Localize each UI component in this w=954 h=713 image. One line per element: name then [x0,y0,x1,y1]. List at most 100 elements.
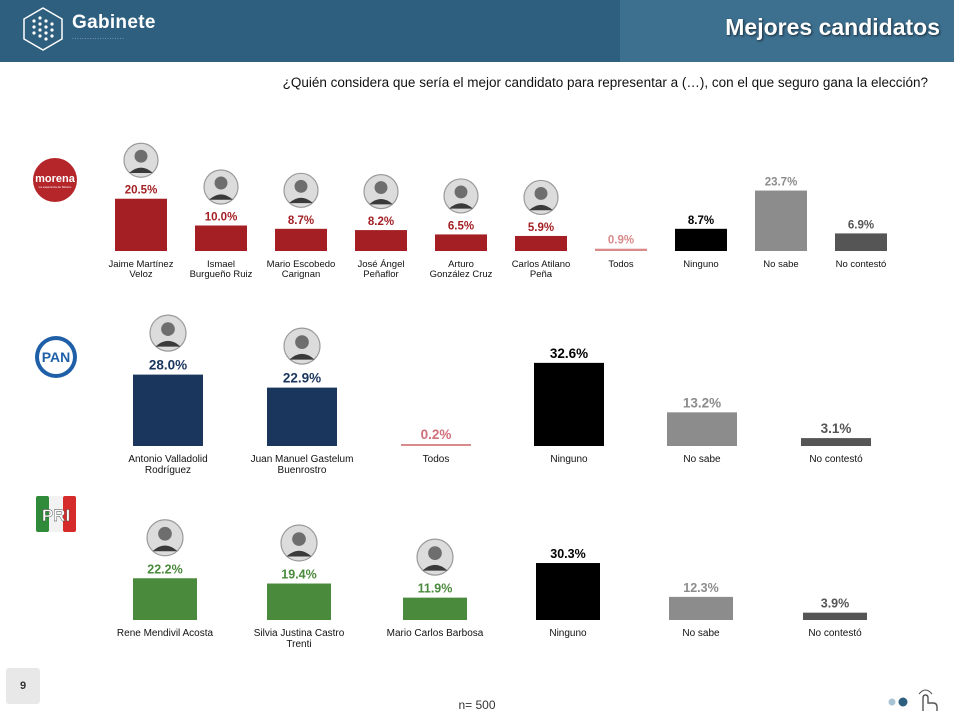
category-label-pri-silvia-justina-castro-trenti: Silvia Justina Castro Trenti [254,628,345,650]
bar-morena-todos [595,248,647,251]
category-label-pan-no-sabe: No sabe [683,454,721,465]
data-label-morena-ismael-burgueno-ruiz: 10.0% [205,212,238,224]
sample-size: n= 500 [458,698,496,712]
data-label-pri-no-contesto: 3.9% [821,597,850,611]
data-label-pan-todos: 0.2% [421,427,452,442]
category-label-morena-jose-angel-penaflor: José Ángel Peñaflor [357,259,404,280]
candidate-photo-body-rene-mendivil-acosta [152,545,178,552]
category-label-pri-ninguno: Ninguno [549,628,587,639]
data-label-morena-no-contesto: 6.9% [848,219,874,231]
candidate-photo-head-antonio-valladolid-rodriguez [161,322,175,336]
gabinete-logo-icon [23,7,63,51]
bar-morena-jose-angel-penaflor [355,230,407,251]
candidate-photo-body-ismael-burgueno-ruiz [209,194,233,200]
bar-pan-antonio-valladolid-rodriguez [133,374,203,446]
category-label-pan-ninguno: Ninguno [550,454,588,465]
bar-morena-ninguno [675,228,727,251]
candidate-photo-body-jose-angel-penaflor [369,198,393,205]
category-label-morena-ismael-burgueno-ruiz: Ismael Burgueño Ruiz [190,259,253,280]
data-label-morena-no-sabe: 23.7% [765,177,798,189]
pri-logo-icon: PRI [36,496,76,532]
data-label-pan-antonio-valladolid-rodriguez: 28.0% [149,358,187,373]
candidate-photo-head-juan-manuel-gastelum-buenrostro [295,335,309,349]
bar-pan-todos [401,444,471,446]
bar-pan-no-sabe [667,412,737,446]
bar-morena-ismael-burgueno-ruiz [195,225,247,251]
category-label-pan-todos: Todos [423,454,450,465]
candidate-photo-body-silvia-justina-castro-trenti [286,550,312,557]
candidate-photo-head-jose-angel-penaflor [374,181,388,195]
bar-morena-no-contesto [835,233,887,251]
category-label-pri-no-contesto: No contestó [808,628,862,639]
data-label-pan-no-contesto: 3.1% [821,421,852,436]
data-label-pan-ninguno: 32.6% [550,346,588,361]
candidate-photo-head-silvia-justina-castro-trenti [292,532,306,546]
data-label-morena-arturo-gonzalez-cruz: 6.5% [448,220,474,232]
bar-pri-ninguno [536,563,600,620]
bar-pan-juan-manuel-gastelum-buenrostro [267,387,337,446]
candidate-photo-head-mario-escobedo-carignan [294,179,308,193]
data-label-pan-no-sabe: 13.2% [683,395,721,410]
data-label-morena-carlos-atilano-pena: 5.9% [528,222,554,234]
category-label-pri-no-sabe: No sabe [682,628,720,639]
category-label-morena-mario-escobedo-carignan: Mario Escobedo Carignan [267,259,336,280]
candidate-photo-head-rene-mendivil-acosta [158,526,172,541]
touch-hand-icon[interactable] [886,688,948,713]
category-label-morena-todos: Todos [608,259,634,270]
svg-text:PRI: PRI [42,506,70,525]
candidate-photo-head-ismael-burgueno-ruiz [214,176,228,190]
category-label-morena-no-sabe: No sabe [763,259,798,270]
svg-text:morena: morena [35,173,76,185]
brand-name: Gabinete [72,12,156,33]
data-label-morena-jose-angel-penaflor: 8.2% [368,216,394,228]
page-number: 9 [6,668,40,704]
bar-morena-arturo-gonzalez-cruz [435,234,487,251]
category-label-pri-rene-mendivil-acosta: Rene Mendivil Acosta [117,628,214,639]
pan-logo-icon: PAN [35,336,77,378]
candidate-photo-body-antonio-valladolid-rodriguez [155,340,181,347]
category-label-morena-ninguno: Ninguno [683,259,718,270]
bar-pri-no-contesto [803,612,867,620]
candidate-photo-body-mario-escobedo-carignan [289,197,313,204]
bar-pan-no-contesto [801,438,871,446]
data-label-pri-silvia-justina-castro-trenti: 19.4% [281,568,316,582]
data-label-pan-juan-manuel-gastelum-buenrostro: 22.9% [283,371,321,386]
candidate-photo-body-arturo-gonzalez-cruz [449,203,473,209]
bar-morena-no-sabe [755,190,807,251]
candidate-photo-body-juan-manuel-gastelum-buenrostro [289,353,315,360]
bar-pri-rene-mendivil-acosta [133,578,197,620]
morena-logo-icon: morena La esperanza de México [33,158,77,202]
svg-text:La esperanza de México: La esperanza de México [39,185,72,189]
bar-pri-no-sabe [669,596,733,620]
bar-morena-carlos-atilano-pena [515,235,567,251]
candidate-photo-head-mario-carlos-barbosa [428,546,442,560]
bar-pan-ninguno [534,362,604,446]
data-label-pri-mario-carlos-barbosa: 11.9% [418,582,453,596]
bar-pri-silvia-justina-castro-trenti [267,583,331,620]
candidate-photo-body-mario-carlos-barbosa [422,564,448,571]
data-label-morena-jaime-martinez-veloz: 20.5% [125,185,158,197]
data-label-morena-mario-escobedo-carignan: 8.7% [288,215,314,227]
data-label-pri-rene-mendivil-acosta: 22.2% [147,562,182,576]
page-title: Mejores candidatos [725,14,940,40]
survey-question: ¿Quién considera que sería el mejor cand… [282,75,928,90]
candidate-photo-body-carlos-atilano-pena [529,204,553,211]
category-label-morena-no-contesto: No contestó [836,259,887,270]
category-label-pri-mario-carlos-barbosa: Mario Carlos Barbosa [387,628,484,639]
candidate-photo-head-arturo-gonzalez-cruz [454,185,468,199]
category-label-morena-carlos-atilano-pena: Carlos Atilano Peña [512,259,571,280]
data-label-morena-ninguno: 8.7% [688,215,714,227]
category-label-morena-arturo-gonzalez-cruz: Arturo González Cruz [430,259,493,280]
category-label-pan-antonio-valladolid-rodriguez: Antonio Valladolid Rodríguez [128,454,207,476]
header-title-panel [620,0,954,62]
data-label-morena-todos: 0.9% [608,235,634,247]
category-label-morena-jaime-martinez-veloz: Jaime Martínez Veloz [109,259,174,280]
data-label-pri-no-sabe: 12.3% [683,581,718,595]
candidate-photo-head-jaime-martinez-veloz [134,149,148,163]
brand-tagline: ····················· [72,36,125,42]
category-label-pan-no-contesto: No contestó [809,454,863,465]
candidate-photo-body-jaime-martinez-veloz [129,167,153,173]
candidate-photo-head-carlos-atilano-pena [534,186,548,200]
category-label-pan-juan-manuel-gastelum-buenrostro: Juan Manuel Gastelum Buenrostro [251,454,354,476]
bar-morena-jaime-martinez-veloz [115,198,167,251]
